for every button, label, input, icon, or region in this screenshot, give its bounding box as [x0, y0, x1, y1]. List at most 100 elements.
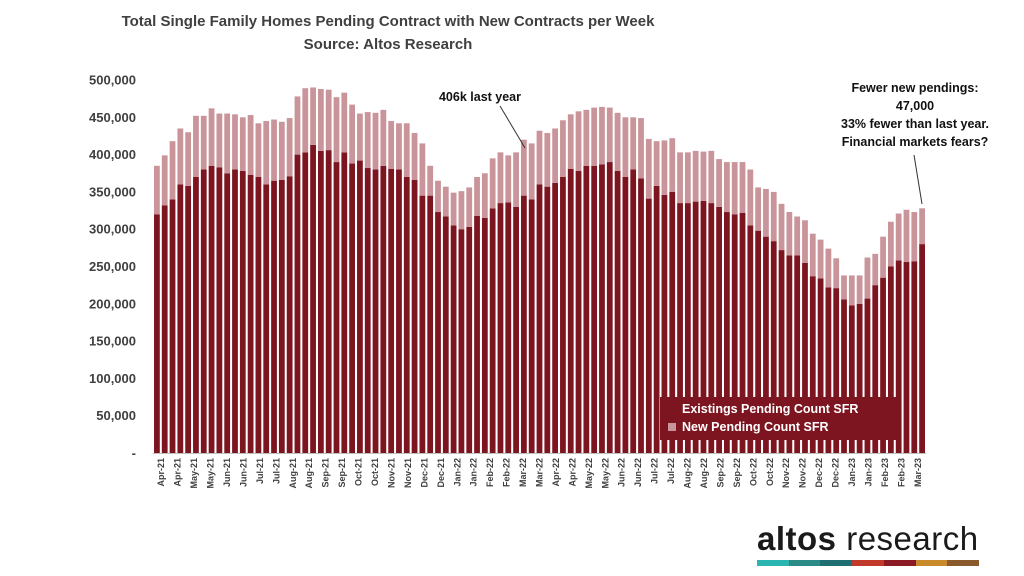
bar-existing-pending: [161, 205, 168, 453]
bar-existing-pending: [684, 203, 691, 453]
bar-new-pending: [724, 162, 730, 213]
bar-existing-pending: [200, 169, 207, 453]
y-tick-label: 50,000: [96, 408, 136, 423]
bar-new-pending: [161, 155, 168, 206]
logo-color-segment: [820, 560, 853, 566]
x-tick-label: Jul-22: [650, 458, 660, 484]
bar-existing-pending: [278, 179, 285, 453]
bar-existing-pending: [271, 180, 277, 453]
bar-new-pending: [200, 115, 207, 170]
x-tick-label: Aug-21: [288, 458, 298, 489]
x-tick-label: Jul-21: [255, 458, 265, 484]
bar-new-pending: [872, 253, 879, 286]
bar-existing-pending: [614, 171, 621, 453]
x-tick-label: Dec-22: [831, 458, 841, 488]
bar-existing-pending: [630, 169, 637, 453]
bar-new-pending: [895, 213, 902, 261]
bar-new-pending: [271, 119, 277, 181]
x-tick-label: Feb-23: [880, 458, 890, 487]
x-tick-label: Apr-22: [567, 458, 577, 487]
bar-new-pending: [278, 121, 285, 180]
bar-existing-pending: [169, 199, 176, 453]
bar-new-pending: [903, 209, 910, 263]
bar-new-pending: [513, 152, 519, 207]
bar-new-pending: [599, 106, 605, 165]
logo-word-research: research: [836, 520, 979, 557]
bar-new-pending: [481, 173, 488, 219]
x-tick-label: Sep-22: [715, 458, 725, 488]
bar-new-pending: [489, 158, 496, 209]
bar-existing-pending: [317, 150, 324, 453]
bar-new-pending: [591, 107, 598, 166]
bar-new-pending: [731, 162, 738, 215]
x-tick-label: Jul-21: [271, 458, 281, 484]
bar-existing-pending: [380, 165, 387, 454]
bar-existing-pending: [497, 203, 504, 453]
x-tick-label: Nov-22: [798, 458, 808, 488]
bar-existing-pending: [567, 168, 574, 453]
x-tick-label: Jun-21: [222, 458, 232, 487]
annotation-last-year-pointer: [499, 105, 526, 149]
bar-existing-pending: [263, 184, 270, 453]
bar-existing-pending: [841, 299, 847, 453]
bar-existing-pending: [435, 212, 441, 453]
bar-new-pending: [185, 132, 192, 186]
bar-new-pending: [661, 140, 668, 195]
bar-new-pending: [357, 113, 363, 161]
x-tick-label: Jun-22: [617, 458, 627, 487]
bar-new-pending: [239, 117, 246, 172]
bar-existing-pending: [763, 236, 769, 453]
bar-existing-pending: [606, 162, 613, 453]
bar-existing-pending: [645, 198, 652, 453]
chart-title: Total Single Family Homes Pending Contra…: [122, 13, 656, 30]
bar-new-pending: [177, 128, 184, 185]
bar-existing-pending: [552, 182, 559, 453]
bar-new-pending: [755, 187, 762, 231]
x-tick-label: Oct-21: [370, 458, 380, 486]
bar-new-pending: [606, 107, 613, 163]
bar-existing-pending: [560, 176, 566, 454]
bar-existing-pending: [474, 215, 480, 453]
bar-existing-pending: [872, 285, 879, 453]
legend-label: New Pending Count SFR: [682, 420, 829, 434]
logo-color-bar: [757, 560, 980, 566]
altos-research-logo: altos research: [757, 520, 980, 569]
logo-color-segment: [883, 560, 916, 566]
bar-new-pending: [552, 128, 559, 183]
legend: Existings Pending Count SFR New Pending C…: [660, 397, 898, 440]
bar-new-pending: [403, 123, 410, 177]
x-tick-label: Sep-21: [321, 458, 331, 488]
annotation-fewer-pendings-line: 47,000: [896, 99, 934, 113]
bar-new-pending: [677, 152, 683, 204]
bar-existing-pending: [880, 277, 886, 453]
bar-new-pending: [505, 155, 512, 203]
bar-new-pending: [567, 114, 574, 169]
bar-existing-pending: [794, 255, 801, 453]
bar-new-pending: [224, 113, 231, 174]
y-tick-label: 500,000: [89, 73, 136, 88]
x-tick-label: May-22: [600, 458, 610, 489]
bar-new-pending: [833, 258, 840, 289]
bar-existing-pending: [731, 214, 738, 453]
bar-existing-pending: [427, 195, 434, 453]
bar-new-pending: [747, 169, 754, 226]
x-tick-label: Apr-21: [156, 458, 166, 487]
y-tick-label: 250,000: [89, 259, 136, 274]
bar-new-pending: [396, 123, 402, 170]
x-tick-label: Apr-21: [173, 458, 183, 487]
bar-existing-pending: [864, 298, 871, 453]
y-tick-label: 350,000: [89, 184, 136, 199]
bar-new-pending: [887, 221, 894, 267]
x-tick-label: Jan-23: [863, 458, 873, 487]
bar-new-pending: [388, 121, 395, 169]
bar-new-pending: [528, 143, 535, 200]
y-tick-label: 300,000: [89, 222, 136, 237]
bar-existing-pending: [481, 218, 488, 453]
bar-new-pending: [349, 104, 355, 164]
bar-existing-pending: [193, 176, 199, 454]
x-tick-label: Jan-23: [847, 458, 857, 487]
logo-color-segment: [757, 560, 789, 566]
bar-new-pending: [458, 191, 465, 230]
y-tick-label: 150,000: [89, 334, 136, 349]
